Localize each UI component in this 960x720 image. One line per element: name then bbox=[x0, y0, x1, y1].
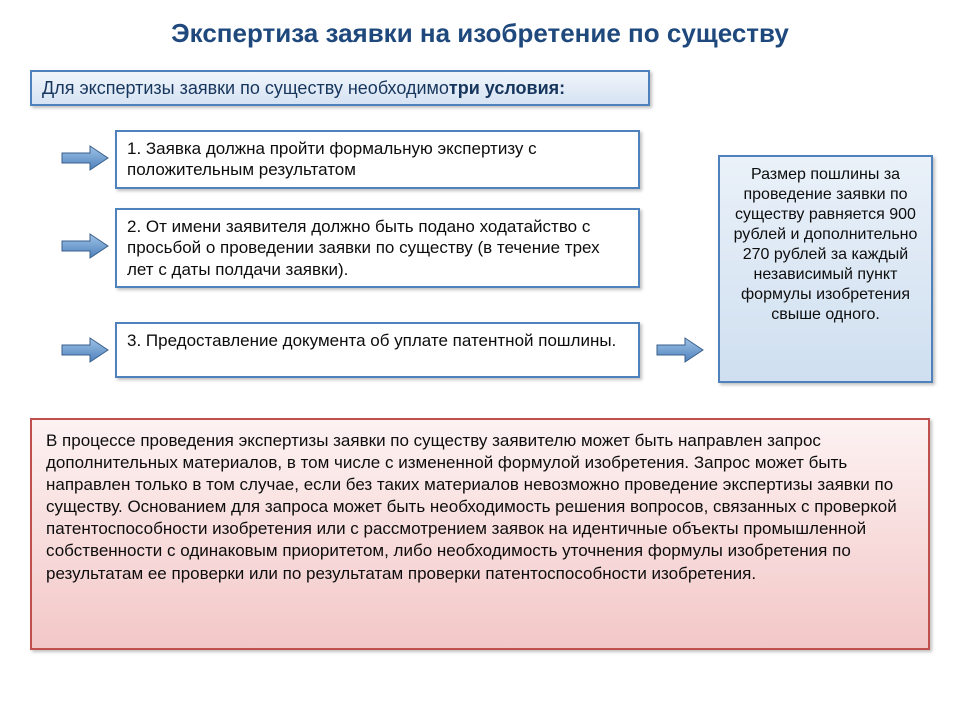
fee-box: Размер пошлины за проведение заявки по с… bbox=[718, 155, 933, 383]
condition-box-3: 3. Предоставление документа об уплате па… bbox=[115, 322, 640, 378]
bottom-note-box: В процессе проведения экспертизы заявки … bbox=[30, 418, 930, 650]
header-bold: три условия: bbox=[449, 78, 565, 99]
title-text: Экспертиза заявки на изобретение по суще… bbox=[171, 18, 789, 48]
fee-text: Размер пошлины за проведение заявки по с… bbox=[734, 166, 918, 323]
condition-text-3: 3. Предоставление документа об уплате па… bbox=[127, 331, 616, 350]
condition-text-1: 1. Заявка должна пройти формальную экспе… bbox=[127, 139, 537, 179]
arrow-icon-4 bbox=[655, 336, 705, 364]
condition-text-2: 2. От имени заявителя должно быть подано… bbox=[127, 217, 600, 279]
bottom-note-text: В процессе проведения экспертизы заявки … bbox=[46, 431, 897, 583]
arrow-icon-2 bbox=[60, 232, 110, 260]
arrow-icon-1 bbox=[60, 144, 110, 172]
conditions-header-box: Для экспертизы заявки по существу необхо… bbox=[30, 70, 650, 106]
arrow-icon-3 bbox=[60, 336, 110, 364]
condition-box-2: 2. От имени заявителя должно быть подано… bbox=[115, 208, 640, 288]
header-prefix: Для экспертизы заявки по существу необхо… bbox=[42, 78, 449, 99]
page-title: Экспертиза заявки на изобретение по суще… bbox=[0, 18, 960, 49]
condition-box-1: 1. Заявка должна пройти формальную экспе… bbox=[115, 130, 640, 189]
